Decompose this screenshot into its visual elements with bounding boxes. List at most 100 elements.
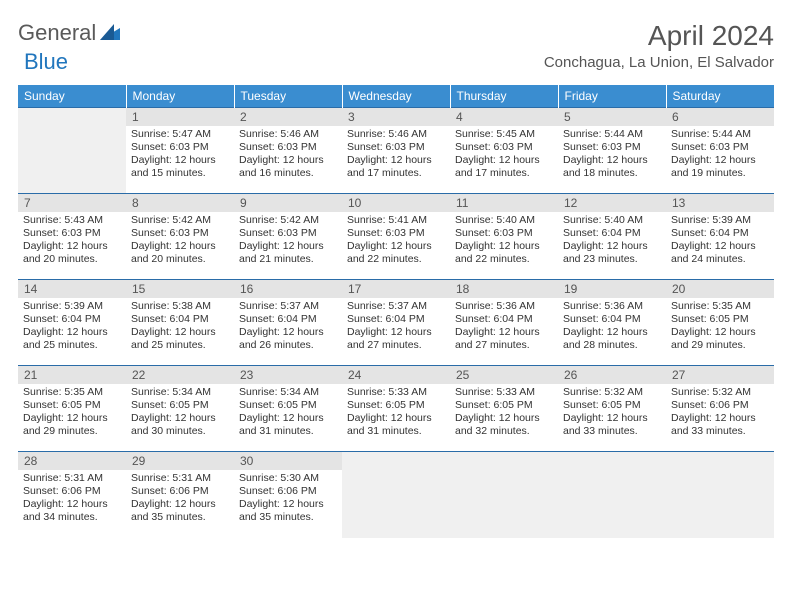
calendar-day-cell: 19Sunrise: 5:36 AMSunset: 6:04 PMDayligh… bbox=[558, 280, 666, 366]
sunset-text: Sunset: 6:03 PM bbox=[347, 141, 445, 154]
sunset-text: Sunset: 6:03 PM bbox=[563, 141, 661, 154]
calendar-day-cell: 16Sunrise: 5:37 AMSunset: 6:04 PMDayligh… bbox=[234, 280, 342, 366]
calendar-day-cell: 15Sunrise: 5:38 AMSunset: 6:04 PMDayligh… bbox=[126, 280, 234, 366]
day-number: 8 bbox=[126, 194, 234, 212]
daylight-text: Daylight: 12 hours and 31 minutes. bbox=[239, 412, 337, 438]
calendar-day-cell: 7 Sunrise: 5:43 AMSunset: 6:03 PMDaylight… bbox=[18, 194, 126, 280]
sunset-text: Sunset: 6:03 PM bbox=[239, 227, 337, 240]
logo-word-1: General bbox=[18, 20, 96, 46]
calendar-day-cell: 9Sunrise: 5:42 AMSunset: 6:03 PMDaylight… bbox=[234, 194, 342, 280]
day-details: Sunrise: 5:34 AMSunset: 6:05 PMDaylight:… bbox=[126, 384, 234, 443]
day-details: Sunrise: 5:34 AMSunset: 6:05 PMDaylight:… bbox=[234, 384, 342, 443]
daylight-text: Daylight: 12 hours and 29 minutes. bbox=[671, 326, 769, 352]
page-title: April 2024 bbox=[544, 20, 774, 52]
daylight-text: Daylight: 12 hours and 31 minutes. bbox=[347, 412, 445, 438]
daylight-text: Daylight: 12 hours and 35 minutes. bbox=[131, 498, 229, 524]
sunrise-text: Sunrise: 5:33 AM bbox=[455, 386, 553, 399]
day-number: 2 bbox=[234, 108, 342, 126]
day-number: 3 bbox=[342, 108, 450, 126]
sunrise-text: Sunrise: 5:30 AM bbox=[239, 472, 337, 485]
daylight-text: Daylight: 12 hours and 27 minutes. bbox=[455, 326, 553, 352]
day-details: Sunrise: 5:41 AMSunset: 6:03 PMDaylight:… bbox=[342, 212, 450, 271]
page-location: Conchagua, La Union, El Salvador bbox=[544, 54, 774, 71]
calendar-blank-cell bbox=[666, 452, 774, 538]
day-details: Sunrise: 5:35 AMSunset: 6:05 PMDaylight:… bbox=[666, 298, 774, 357]
sunset-text: Sunset: 6:05 PM bbox=[671, 313, 769, 326]
calendar-day-cell: 17Sunrise: 5:37 AMSunset: 6:04 PMDayligh… bbox=[342, 280, 450, 366]
daylight-text: Daylight: 12 hours and 26 minutes. bbox=[239, 326, 337, 352]
calendar-week-row: 14Sunrise: 5:39 AMSunset: 6:04 PMDayligh… bbox=[18, 280, 774, 366]
sunset-text: Sunset: 6:05 PM bbox=[563, 399, 661, 412]
sunset-text: Sunset: 6:03 PM bbox=[23, 227, 121, 240]
day-number: 9 bbox=[234, 194, 342, 212]
day-number: 6 bbox=[666, 108, 774, 126]
sunset-text: Sunset: 6:04 PM bbox=[671, 227, 769, 240]
day-number: 21 bbox=[18, 366, 126, 384]
sunset-text: Sunset: 6:04 PM bbox=[563, 227, 661, 240]
sunrise-text: Sunrise: 5:32 AM bbox=[563, 386, 661, 399]
day-details: Sunrise: 5:33 AMSunset: 6:05 PMDaylight:… bbox=[450, 384, 558, 443]
logo: General bbox=[18, 20, 122, 46]
sunset-text: Sunset: 6:04 PM bbox=[131, 313, 229, 326]
sunrise-text: Sunrise: 5:37 AM bbox=[239, 300, 337, 313]
calendar-day-cell: 18 Sunrise: 5:36 AMSunset: 6:04 PMDayligh… bbox=[450, 280, 558, 366]
daylight-text: Daylight: 12 hours and 20 minutes. bbox=[23, 240, 121, 266]
calendar-day-cell: 11Sunrise: 5:40 AMSunset: 6:03 PMDayligh… bbox=[450, 194, 558, 280]
daylight-text: Daylight: 12 hours and 27 minutes. bbox=[347, 326, 445, 352]
calendar-day-cell: 6Sunrise: 5:44 AMSunset: 6:03 PMDaylight… bbox=[666, 108, 774, 194]
sunrise-text: Sunrise: 5:45 AM bbox=[455, 128, 553, 141]
sunrise-text: Sunrise: 5:43 AM bbox=[23, 214, 121, 227]
title-block: April 2024 Conchagua, La Union, El Salva… bbox=[544, 20, 774, 71]
day-number: 12 bbox=[558, 194, 666, 212]
sunset-text: Sunset: 6:03 PM bbox=[671, 141, 769, 154]
sunrise-text: Sunrise: 5:35 AM bbox=[23, 386, 121, 399]
daylight-text: Daylight: 12 hours and 30 minutes. bbox=[131, 412, 229, 438]
calendar-header-row: SundayMondayTuesdayWednesdayThursdayFrid… bbox=[18, 85, 774, 108]
sunset-text: Sunset: 6:04 PM bbox=[455, 313, 553, 326]
daylight-text: Daylight: 12 hours and 18 minutes. bbox=[563, 154, 661, 180]
calendar-day-cell: 3Sunrise: 5:46 AMSunset: 6:03 PMDaylight… bbox=[342, 108, 450, 194]
day-number: 18 bbox=[450, 280, 558, 298]
sunrise-text: Sunrise: 5:42 AM bbox=[131, 214, 229, 227]
sunrise-text: Sunrise: 5:36 AM bbox=[455, 300, 553, 313]
day-details: Sunrise: 5:35 AMSunset: 6:05 PMDaylight:… bbox=[18, 384, 126, 443]
sunset-text: Sunset: 6:05 PM bbox=[455, 399, 553, 412]
calendar-week-row: 1Sunrise: 5:47 AMSunset: 6:03 PMDaylight… bbox=[18, 108, 774, 194]
day-details: Sunrise: 5:30 AMSunset: 6:06 PMDaylight:… bbox=[234, 470, 342, 529]
day-number: 23 bbox=[234, 366, 342, 384]
daylight-text: Daylight: 12 hours and 33 minutes. bbox=[671, 412, 769, 438]
sunrise-text: Sunrise: 5:35 AM bbox=[671, 300, 769, 313]
day-number: 25 bbox=[450, 366, 558, 384]
daylight-text: Daylight: 12 hours and 33 minutes. bbox=[563, 412, 661, 438]
calendar-day-cell: 5Sunrise: 5:44 AMSunset: 6:03 PMDaylight… bbox=[558, 108, 666, 194]
day-details: Sunrise: 5:31 AMSunset: 6:06 PMDaylight:… bbox=[126, 470, 234, 529]
calendar-day-cell: 22Sunrise: 5:34 AMSunset: 6:05 PMDayligh… bbox=[126, 366, 234, 452]
day-number: 22 bbox=[126, 366, 234, 384]
calendar-day-cell: 20Sunrise: 5:35 AMSunset: 6:05 PMDayligh… bbox=[666, 280, 774, 366]
sunset-text: Sunset: 6:05 PM bbox=[239, 399, 337, 412]
weekday-header: Monday bbox=[126, 85, 234, 108]
day-number: 27 bbox=[666, 366, 774, 384]
sunset-text: Sunset: 6:05 PM bbox=[131, 399, 229, 412]
day-number: 4 bbox=[450, 108, 558, 126]
day-details: Sunrise: 5:33 AMSunset: 6:05 PMDaylight:… bbox=[342, 384, 450, 443]
day-number: 14 bbox=[18, 280, 126, 298]
sunrise-text: Sunrise: 5:31 AM bbox=[23, 472, 121, 485]
day-details: Sunrise: 5:39 AMSunset: 6:04 PMDaylight:… bbox=[666, 212, 774, 271]
sunset-text: Sunset: 6:04 PM bbox=[23, 313, 121, 326]
daylight-text: Daylight: 12 hours and 17 minutes. bbox=[455, 154, 553, 180]
day-number: 16 bbox=[234, 280, 342, 298]
daylight-text: Daylight: 12 hours and 28 minutes. bbox=[563, 326, 661, 352]
calendar-day-cell: 4Sunrise: 5:45 AMSunset: 6:03 PMDaylight… bbox=[450, 108, 558, 194]
daylight-text: Daylight: 12 hours and 24 minutes. bbox=[671, 240, 769, 266]
sunrise-text: Sunrise: 5:37 AM bbox=[347, 300, 445, 313]
sunrise-text: Sunrise: 5:44 AM bbox=[671, 128, 769, 141]
weekday-header: Wednesday bbox=[342, 85, 450, 108]
day-details: Sunrise: 5:36 AMSunset: 6:04 PMDaylight:… bbox=[558, 298, 666, 357]
sunrise-text: Sunrise: 5:44 AM bbox=[563, 128, 661, 141]
day-number: 7 bbox=[18, 194, 126, 212]
sunset-text: Sunset: 6:06 PM bbox=[671, 399, 769, 412]
sunrise-text: Sunrise: 5:40 AM bbox=[455, 214, 553, 227]
day-number: 20 bbox=[666, 280, 774, 298]
day-details: Sunrise: 5:44 AMSunset: 6:03 PMDaylight:… bbox=[558, 126, 666, 185]
